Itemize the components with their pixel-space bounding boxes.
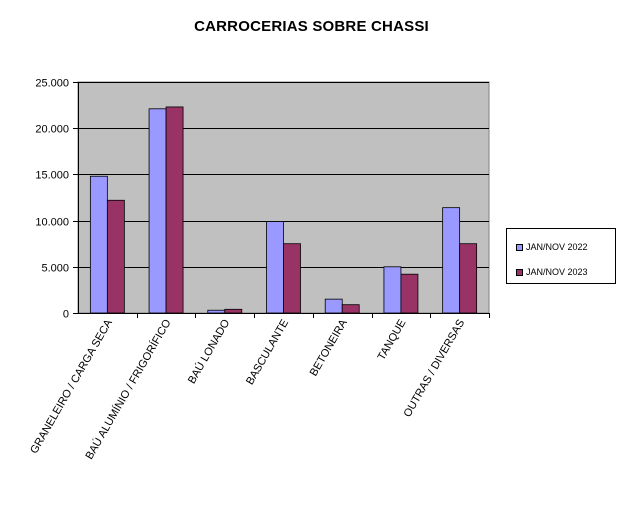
bar-2023 xyxy=(106,199,125,314)
bar-2023 xyxy=(165,106,184,314)
x-category-label: BETONEIRA xyxy=(308,317,350,378)
y-tick-label: 0 xyxy=(63,309,69,321)
bar-2022 xyxy=(148,108,167,314)
legend-item-2022: JAN/NOV 2022 xyxy=(516,242,588,252)
legend-label-2022: JAN/NOV 2022 xyxy=(526,242,588,252)
legend-swatch-2023 xyxy=(516,268,523,276)
bar-2022 xyxy=(207,309,226,314)
bar-2022 xyxy=(442,207,461,314)
bar-2022 xyxy=(324,298,343,314)
y-tick-label: 20.000 xyxy=(35,124,69,136)
x-category-label: BAÚ LONADO xyxy=(185,317,233,386)
bar-2023 xyxy=(224,308,243,314)
bar-2023 xyxy=(400,273,419,314)
axes xyxy=(73,82,490,318)
chart-title: CARROCERIAS SOBRE CHASSI xyxy=(194,18,429,35)
legend-item-2023: JAN/NOV 2023 xyxy=(516,267,588,277)
bar-2022 xyxy=(383,266,402,314)
bar-2023 xyxy=(459,243,478,314)
legend-swatch-2022 xyxy=(516,243,523,251)
y-tick-label: 10.000 xyxy=(35,217,69,229)
x-category-label: OUTRAS / DIVERSAS xyxy=(402,317,468,419)
legend: JAN/NOV 2022 JAN/NOV 2023 xyxy=(506,228,616,284)
bar-2022 xyxy=(89,175,108,314)
bar-2023 xyxy=(341,304,360,314)
x-category-label: TANQUE xyxy=(376,318,409,363)
y-tick-label: 25.000 xyxy=(35,78,69,90)
legend-label-2023: JAN/NOV 2023 xyxy=(526,267,588,277)
bar-2023 xyxy=(283,243,301,314)
bar-2022 xyxy=(266,221,284,314)
x-category-label: BASCULANTE xyxy=(244,318,291,388)
y-tick-label: 15.000 xyxy=(35,170,69,182)
y-tick-label: 5.000 xyxy=(41,263,69,275)
